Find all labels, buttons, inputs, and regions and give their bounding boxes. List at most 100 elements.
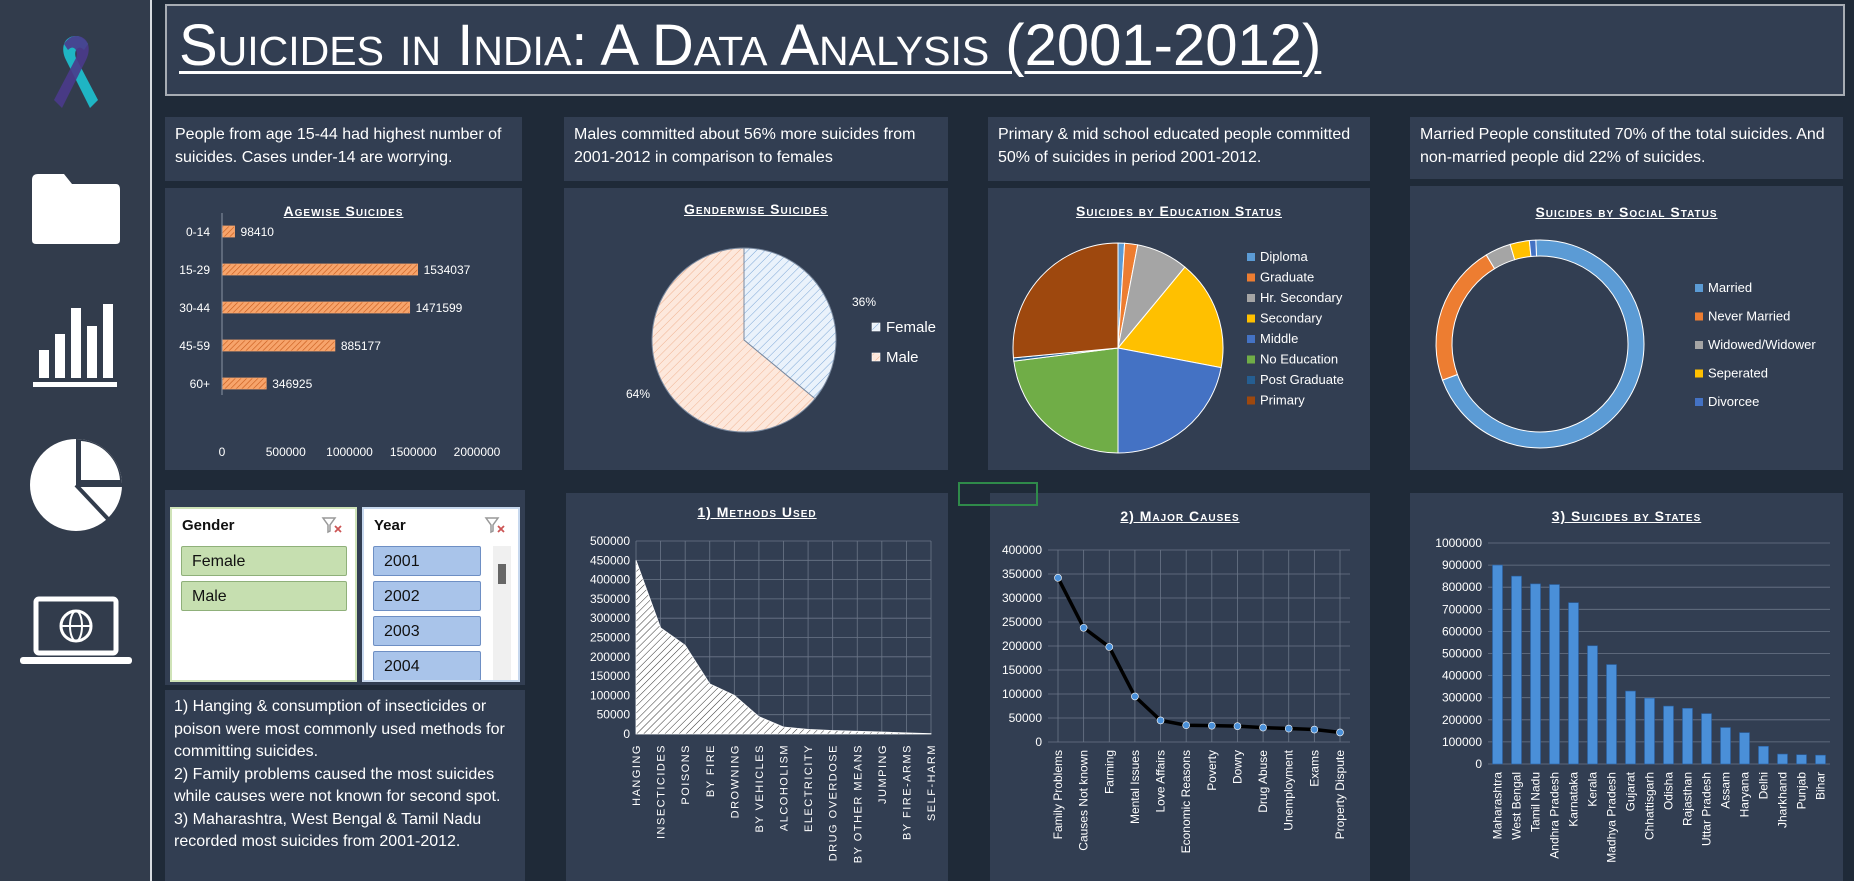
pie-chart-icon[interactable] — [14, 435, 138, 535]
states-chart-title: 3) Suicides by States — [1551, 508, 1702, 524]
causes-point — [1105, 643, 1114, 651]
age-chart-title: Agewise Suicides — [283, 203, 404, 219]
age-chart-panel: Agewise Suicides 0-14 98410 15-29 1534037 30… — [165, 188, 522, 470]
states-bar — [1796, 754, 1807, 765]
age-data-label: 1471599 — [416, 301, 463, 315]
causes-chart-panel: 2) Major Causes 0 50000 100000 150000 200000… — [990, 493, 1370, 881]
methods-tick-label: 0 — [623, 727, 630, 741]
causes-chart: 0 50000 100000 150000 200000 250000 300000 3500… — [1002, 543, 1350, 853]
methods-tick-label: 150000 — [590, 669, 630, 683]
states-bar — [1492, 564, 1503, 765]
clear-filter-icon[interactable] — [484, 515, 506, 535]
states-bar — [1625, 690, 1636, 765]
methods-tick-label: 350000 — [590, 592, 630, 606]
education-legend-label: Post Graduate — [1260, 372, 1344, 387]
age-category-label: 30-44 — [179, 301, 210, 315]
states-category-label: Uttar Pradesh — [1700, 772, 1714, 846]
states-category-label: Chhattisgarh — [1643, 772, 1657, 840]
social-legend-label: Divorcee — [1708, 394, 1759, 409]
clear-filter-icon[interactable] — [321, 515, 343, 535]
slicer-item-male[interactable]: Male — [181, 581, 347, 611]
bar-chart-icon[interactable] — [14, 300, 138, 390]
states-bar — [1815, 754, 1826, 765]
states-category-label: Madhya Pradesh — [1605, 772, 1619, 863]
slicer-item-2002[interactable]: 2002 — [373, 581, 481, 611]
social-chart-panel: Suicides by Social Status Married Never M… — [1410, 186, 1843, 470]
states-tick-label: 0 — [1475, 757, 1482, 771]
states-bar — [1663, 705, 1674, 765]
selected-cell[interactable] — [958, 482, 1038, 506]
age-category-label: 60+ — [190, 377, 210, 391]
slicer-scrollbar[interactable] — [493, 546, 511, 680]
states-bar — [1682, 708, 1693, 765]
education-legend-swatch — [1247, 355, 1255, 364]
page-title: Suicides in India: A Data Analysis (2001… — [179, 13, 1322, 78]
age-tick-label: 1500000 — [390, 445, 437, 459]
causes-point — [1131, 692, 1139, 701]
gender-slicer[interactable]: Gender Female Male — [170, 507, 357, 682]
states-tick-label: 800000 — [1442, 580, 1482, 594]
gender-slice — [651, 247, 816, 433]
gender-pct-label: 64% — [626, 387, 650, 401]
causes-point — [1233, 722, 1242, 730]
age-category-label: 0-14 — [186, 225, 210, 239]
states-category-label: Odisha — [1662, 772, 1676, 810]
slicer-item-2004[interactable]: 2004 — [373, 651, 481, 680]
states-category-label: Rajasthan — [1681, 772, 1695, 826]
methods-category-label: INSECTICIDES — [656, 744, 668, 839]
age-data-label: 1534037 — [424, 263, 471, 277]
social-chart: Married Never Married Widowed/Widower Seper… — [1435, 239, 1816, 449]
education-legend-label: Primary — [1260, 393, 1305, 408]
slicer-item-2003[interactable]: 2003 — [373, 616, 481, 646]
education-legend-swatch — [1247, 294, 1255, 302]
causes-point — [1079, 623, 1088, 632]
age-data-label: 885177 — [341, 339, 381, 353]
methods-tick-label: 200000 — [590, 650, 630, 664]
gender-slicer-header: Gender — [182, 517, 235, 534]
methods-category-label: ALCOHOLISM — [779, 744, 791, 831]
methods-tick-label: 450000 — [590, 553, 630, 567]
slicer-item-female[interactable]: Female — [181, 546, 347, 576]
methods-category-label: BY FIRE — [705, 744, 717, 797]
causes-tick-label: 100000 — [1002, 687, 1042, 701]
scrollbar-thumb[interactable] — [498, 564, 506, 584]
slicer-item-2001[interactable]: 2001 — [373, 546, 481, 576]
education-legend-label: No Education — [1260, 352, 1338, 367]
age-data-label: 98410 — [241, 225, 275, 239]
methods-category-label: BY FIRE-ARMS — [901, 744, 913, 840]
social-legend-label: Never Married — [1708, 309, 1790, 324]
causes-category-label: Family Problems — [1051, 750, 1065, 839]
education-legend-swatch — [1247, 314, 1255, 323]
folder-icon[interactable] — [14, 170, 138, 246]
year-slicer[interactable]: Year 2001 2002 2003 2004 — [362, 507, 520, 682]
methods-category-label: HANGING — [631, 744, 643, 806]
states-tick-label: 300000 — [1442, 691, 1482, 705]
causes-point — [1182, 721, 1190, 729]
ribbon-icon[interactable] — [14, 30, 138, 110]
laptop-globe-icon[interactable] — [14, 595, 138, 669]
age-bar — [221, 301, 411, 314]
gender-legend-swatch — [871, 322, 881, 332]
education-legend-label: Middle — [1260, 331, 1298, 346]
states-tick-label: 1000000 — [1435, 536, 1482, 550]
causes-tick-label: 300000 — [1002, 591, 1042, 605]
methods-area — [635, 560, 932, 735]
states-tick-label: 400000 — [1442, 669, 1482, 683]
social-slice — [1435, 254, 1496, 381]
education-chart-title: Suicides by Education Status — [1075, 203, 1282, 219]
gender-chart: 36% 64% Female Male — [626, 247, 936, 433]
states-bar — [1587, 645, 1598, 765]
causes-category-label: Dowry — [1230, 750, 1244, 784]
causes-chart-title: 2) Major Causes — [1120, 508, 1240, 524]
note-3: 3) Maharashtra, West Bengal & Tamil Nadu… — [174, 810, 482, 851]
social-slice — [1528, 239, 1538, 258]
causes-category-label: Poverty — [1205, 750, 1219, 791]
causes-line — [1056, 577, 1341, 735]
causes-tick-label: 200000 — [1002, 639, 1042, 653]
states-category-label: Bihar — [1814, 772, 1828, 800]
causes-point — [1259, 723, 1267, 732]
states-bar — [1758, 746, 1769, 765]
causes-tick-label: 250000 — [1002, 615, 1042, 629]
education-legend-swatch — [1247, 396, 1255, 405]
social-legend-label: Seperated — [1708, 366, 1768, 381]
